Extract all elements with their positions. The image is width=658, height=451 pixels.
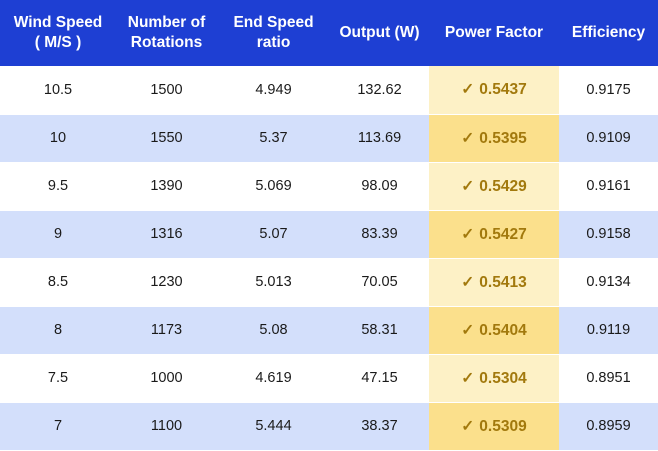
cell-wind-speed: 9: [0, 210, 116, 259]
cell-end-speed-ratio: 5.013: [217, 258, 330, 307]
table-row: 9 1316 5.07 83.39 ✓ 0.5427 0.9158: [0, 210, 658, 259]
cell-power-factor: ✓ 0.5437: [429, 66, 559, 115]
cell-efficiency: 0.9119: [559, 306, 658, 355]
cell-output: 70.05: [330, 258, 429, 307]
cell-rotations: 1100: [116, 402, 217, 451]
cell-output: 47.15: [330, 354, 429, 403]
checkmark-icon: ✓: [461, 177, 475, 195]
cell-efficiency: 0.9158: [559, 210, 658, 259]
cell-wind-speed: 7: [0, 402, 116, 451]
cell-output: 58.31: [330, 306, 429, 355]
table-row: 10 1550 5.37 113.69 ✓ 0.5395 0.9109: [0, 114, 658, 163]
cell-end-speed-ratio: 5.37: [217, 114, 330, 163]
cell-efficiency: 0.9109: [559, 114, 658, 163]
cell-wind-speed: 9.5: [0, 162, 116, 211]
cell-wind-speed: 7.5: [0, 354, 116, 403]
header-wind-speed-line1: Wind Speed: [13, 14, 103, 31]
cell-power-factor: ✓ 0.5309: [429, 402, 559, 451]
cell-efficiency: 0.9175: [559, 66, 658, 115]
cell-efficiency: 0.8959: [559, 402, 658, 451]
header-output-label: Output (W): [339, 24, 420, 41]
cell-output: 83.39: [330, 210, 429, 259]
header-end-speed-ratio-line1: End Speed: [233, 14, 314, 31]
power-factor-value: 0.5304: [479, 369, 527, 387]
cell-rotations: 1390: [116, 162, 217, 211]
table-row: 10.5 1500 4.949 132.62 ✓ 0.5437 0.9175: [0, 66, 658, 115]
table-row: 8 1173 5.08 58.31 ✓ 0.5404 0.9119: [0, 306, 658, 355]
header-output: Output (W): [330, 0, 429, 66]
checkmark-icon: ✓: [461, 321, 475, 339]
header-wind-speed: Wind Speed ( M/S ): [0, 0, 116, 66]
cell-end-speed-ratio: 5.08: [217, 306, 330, 355]
cell-rotations: 1500: [116, 66, 217, 115]
header-rotations: Number of Rotations: [116, 0, 217, 66]
table-row: 9.5 1390 5.069 98.09 ✓ 0.5429 0.9161: [0, 162, 658, 211]
cell-power-factor: ✓ 0.5413: [429, 258, 559, 307]
cell-end-speed-ratio: 4.619: [217, 354, 330, 403]
power-factor-value: 0.5437: [479, 81, 527, 99]
power-factor-value: 0.5413: [479, 273, 527, 291]
header-power-factor: Power Factor: [429, 0, 559, 66]
header-end-speed-ratio-line2: ratio: [256, 34, 291, 51]
table-header: Wind Speed ( M/S ) Number of Rotations E…: [0, 0, 658, 66]
cell-rotations: 1230: [116, 258, 217, 307]
header-efficiency: Efficiency: [559, 0, 658, 66]
cell-efficiency: 0.9134: [559, 258, 658, 307]
cell-end-speed-ratio: 5.07: [217, 210, 330, 259]
cell-rotations: 1550: [116, 114, 217, 163]
cell-power-factor: ✓ 0.5395: [429, 114, 559, 163]
header-row: Wind Speed ( M/S ) Number of Rotations E…: [0, 0, 658, 66]
cell-power-factor: ✓ 0.5429: [429, 162, 559, 211]
header-power-factor-label: Power Factor: [444, 24, 544, 41]
cell-rotations: 1316: [116, 210, 217, 259]
cell-power-factor: ✓ 0.5404: [429, 306, 559, 355]
cell-output: 113.69: [330, 114, 429, 163]
checkmark-icon: ✓: [461, 369, 475, 387]
power-factor-value: 0.5395: [479, 129, 527, 147]
cell-end-speed-ratio: 5.444: [217, 402, 330, 451]
cell-rotations: 1173: [116, 306, 217, 355]
checkmark-icon: ✓: [461, 273, 475, 291]
cell-efficiency: 0.8951: [559, 354, 658, 403]
cell-wind-speed: 10: [0, 114, 116, 163]
header-rotations-line2: Rotations: [130, 34, 203, 51]
header-efficiency-label: Efficiency: [571, 24, 646, 41]
power-factor-value: 0.5429: [479, 177, 527, 195]
checkmark-icon: ✓: [461, 129, 475, 147]
table-body: 10.5 1500 4.949 132.62 ✓ 0.5437 0.9175 10 1550 5.…: [0, 66, 658, 451]
checkmark-icon: ✓: [461, 225, 475, 243]
cell-power-factor: ✓ 0.5427: [429, 210, 559, 259]
cell-end-speed-ratio: 4.949: [217, 66, 330, 115]
checkmark-icon: ✓: [461, 81, 475, 99]
cell-wind-speed: 8.5: [0, 258, 116, 307]
cell-rotations: 1000: [116, 354, 217, 403]
header-end-speed-ratio: End Speed ratio: [217, 0, 330, 66]
cell-output: 98.09: [330, 162, 429, 211]
table-row: 7 1100 5.444 38.37 ✓ 0.5309 0.8959: [0, 402, 658, 451]
cell-output: 132.62: [330, 66, 429, 115]
cell-wind-speed: 10.5: [0, 66, 116, 115]
power-factor-value: 0.5404: [479, 321, 527, 339]
header-rotations-line1: Number of: [127, 14, 206, 31]
cell-power-factor: ✓ 0.5304: [429, 354, 559, 403]
table-row: 8.5 1230 5.013 70.05 ✓ 0.5413 0.9134: [0, 258, 658, 307]
checkmark-icon: ✓: [461, 417, 475, 435]
cell-wind-speed: 8: [0, 306, 116, 355]
cell-end-speed-ratio: 5.069: [217, 162, 330, 211]
power-factor-value: 0.5427: [479, 225, 527, 243]
power-factor-value: 0.5309: [479, 417, 527, 435]
cell-output: 38.37: [330, 402, 429, 451]
table-row: 7.5 1000 4.619 47.15 ✓ 0.5304 0.8951: [0, 354, 658, 403]
cell-efficiency: 0.9161: [559, 162, 658, 211]
header-wind-speed-line2: ( M/S ): [34, 34, 82, 51]
